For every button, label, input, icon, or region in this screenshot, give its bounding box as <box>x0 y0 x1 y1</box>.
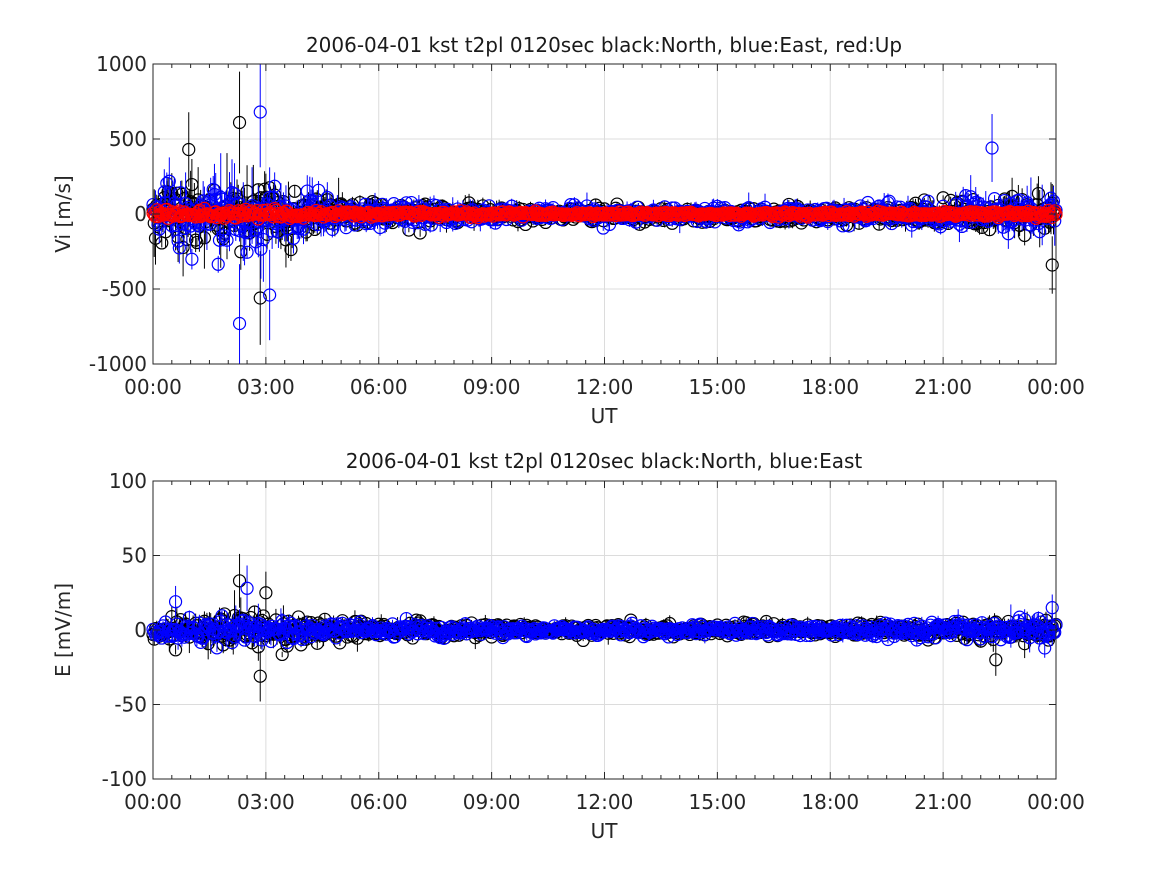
data-point <box>325 222 339 236</box>
data-point <box>399 196 413 210</box>
panel-velocity-ytick-label: 0 <box>134 202 147 226</box>
data-point <box>225 186 239 200</box>
panel-velocity-series-up <box>146 201 1063 226</box>
data-point <box>1005 189 1019 203</box>
panel-velocity-ticks: 00:00 03:00 06:00 09:00 12:00 15:00 18:00 21:00… <box>89 52 1085 399</box>
data-point <box>254 242 268 256</box>
data-point <box>1013 193 1027 207</box>
data-point <box>207 187 222 202</box>
panel-velocity-xtick-label: 09:00 <box>463 375 521 399</box>
data-point <box>216 206 230 220</box>
panel-velocity-xtick-label: 00:00 <box>124 375 182 399</box>
panel-velocity-xtick-label: 12:00 <box>576 375 634 399</box>
panel-velocity-xtick-label: 00:00 <box>1027 375 1085 399</box>
data-point <box>232 115 247 130</box>
panel-velocity-series <box>146 64 1063 364</box>
data-point <box>256 232 270 247</box>
panel-velocity-ytick-label: -500 <box>102 277 147 301</box>
data-point <box>266 190 280 204</box>
data-point <box>253 105 267 119</box>
data-point <box>320 190 334 205</box>
data-point <box>300 184 314 198</box>
panel-velocity-title: 2006-04-01 kst t2pl 0120sec black:North,… <box>306 33 902 57</box>
panel-velocity-ytick-label: -1000 <box>89 352 147 376</box>
data-point <box>1031 186 1046 201</box>
data-point <box>162 174 176 188</box>
data-point <box>793 209 807 223</box>
data-point <box>987 192 1002 206</box>
data-point <box>173 186 188 200</box>
panel-velocity-xtick-label: 03:00 <box>237 375 295 399</box>
panel-velocity-ytick-label: 1000 <box>96 52 147 76</box>
data-point <box>189 233 203 247</box>
data-point <box>232 316 247 331</box>
panel-velocity-xtick-label: 21:00 <box>914 375 972 399</box>
data-point <box>160 176 174 190</box>
panel-efield-series <box>146 553 1063 702</box>
data-point <box>177 221 191 236</box>
panel-velocity-ytick-label: 500 <box>109 127 147 151</box>
data-point <box>1046 206 1061 220</box>
data-point <box>609 208 623 223</box>
data-point <box>157 185 171 199</box>
data-point <box>263 190 277 205</box>
data-point <box>220 233 234 247</box>
data-point <box>202 217 217 231</box>
data-point <box>185 252 199 266</box>
data-point <box>182 142 196 157</box>
panel-velocity-ylabel: Vi [m/s] <box>51 175 75 252</box>
data-point <box>311 183 326 197</box>
panel-velocity-xlabel: UT <box>591 404 619 428</box>
data-point <box>249 235 263 249</box>
data-point <box>263 288 277 302</box>
data-point <box>196 194 210 208</box>
data-point <box>596 221 610 235</box>
panel-efield-title: 2006-04-01 kst t2pl 0120sec black:North,… <box>346 449 863 473</box>
data-point <box>269 203 283 217</box>
data-point <box>206 182 220 197</box>
data-point <box>268 179 282 193</box>
data-point <box>905 208 919 222</box>
data-point <box>1033 225 1047 239</box>
data-point <box>324 207 338 221</box>
data-point <box>921 194 935 208</box>
data-point <box>187 208 201 222</box>
data-point <box>1044 208 1058 222</box>
data-point <box>972 208 987 222</box>
data-point <box>171 234 185 248</box>
data-point <box>1045 258 1059 272</box>
data-point <box>936 191 950 205</box>
data-point <box>215 192 229 206</box>
data-point <box>471 211 485 225</box>
data-point <box>271 225 286 239</box>
data-point <box>211 257 225 271</box>
data-point <box>265 224 279 238</box>
data-point <box>216 228 230 243</box>
panel-efield: 2006-04-01 kst t2pl 0120sec black:North,… <box>51 449 1085 843</box>
panel-velocity-xtick-label: 18:00 <box>801 375 859 399</box>
data-point <box>212 233 227 247</box>
data-point <box>858 207 872 222</box>
panel-velocity-xtick-label: 06:00 <box>350 375 408 399</box>
data-point <box>237 225 252 239</box>
data-point <box>501 207 515 221</box>
data-point <box>339 221 353 235</box>
data-point <box>253 291 267 305</box>
data-point <box>1044 191 1058 205</box>
data-point <box>1001 227 1015 241</box>
data-point <box>240 245 254 259</box>
data-point <box>959 189 973 203</box>
data-point <box>985 141 999 155</box>
panel-velocity: 2006-04-01 kst t2pl 0120sec black:North,… <box>51 33 1085 428</box>
panel-velocity-xtick-label: 15:00 <box>689 375 747 399</box>
data-point <box>172 241 186 255</box>
